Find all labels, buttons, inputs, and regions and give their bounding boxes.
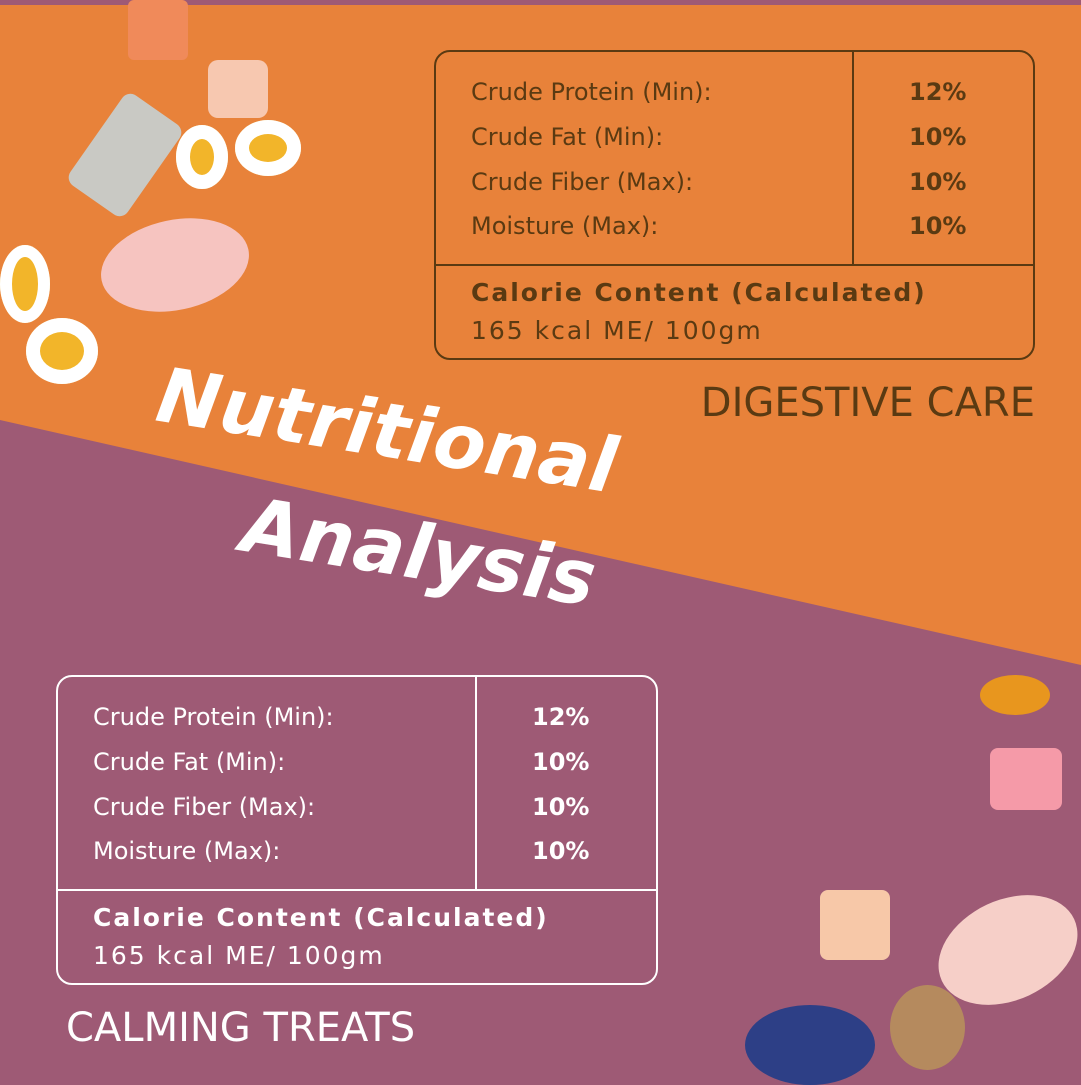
row-label: Moisture (Max):	[93, 837, 281, 865]
calorie-value: 165 kcal ME/ 100gm	[93, 941, 385, 970]
ginger-image	[890, 985, 965, 1070]
calming-nutrition-table: Crude Protein (Min): 12% Crude Fat (Min)…	[56, 675, 658, 985]
row-value: 10%	[532, 837, 590, 865]
calorie-title: Calorie Content (Calculated)	[93, 903, 549, 932]
digestive-nutrition-table: Crude Protein (Min): 12% Crude Fat (Min)…	[434, 50, 1035, 360]
calorie-value: 165 kcal ME/ 100gm	[471, 316, 763, 345]
egg-image	[0, 245, 50, 323]
row-value: 10%	[909, 123, 967, 151]
salmon-image	[128, 0, 188, 60]
calorie-title: Calorie Content (Calculated)	[471, 278, 927, 307]
row-value: 10%	[532, 793, 590, 821]
row-value: 12%	[909, 78, 967, 106]
blueberries-image	[745, 1005, 875, 1085]
product-name-digestive: DIGESTIVE CARE	[700, 380, 1035, 426]
row-label: Crude Protein (Min):	[471, 78, 712, 106]
egg-image	[235, 120, 301, 176]
tuna-cube-image	[990, 748, 1062, 810]
row-label: Crude Fiber (Max):	[93, 793, 316, 821]
chicken-cube-image	[820, 890, 890, 960]
row-label: Crude Protein (Min):	[93, 703, 334, 731]
row-value: 12%	[532, 703, 590, 731]
row-value: 10%	[909, 212, 967, 240]
row-label: Crude Fiber (Max):	[471, 168, 694, 196]
row-label: Crude Fat (Min):	[471, 123, 664, 151]
egg-image	[26, 318, 98, 384]
product-name-calming: CALMING TREATS	[66, 1005, 416, 1051]
row-label: Crude Fat (Min):	[93, 748, 286, 776]
row-value: 10%	[909, 168, 967, 196]
egg-image	[176, 125, 228, 189]
row-value: 10%	[532, 748, 590, 776]
chicken-cube-image	[208, 60, 268, 118]
turmeric-image	[980, 675, 1050, 715]
row-label: Moisture (Max):	[471, 212, 659, 240]
